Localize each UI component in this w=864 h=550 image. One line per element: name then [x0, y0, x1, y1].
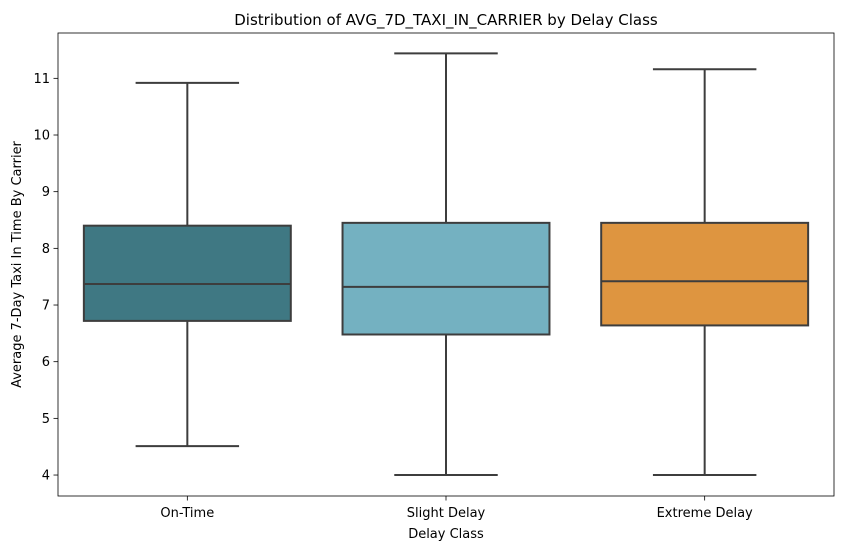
y-tick-label: 7 — [42, 299, 50, 314]
box-iqr — [82, 224, 292, 322]
box-group — [600, 68, 810, 477]
box-iqr — [341, 221, 551, 336]
box-iqr — [600, 221, 810, 327]
y-axis-label: Average 7-Day Taxi In Time By Carrier — [10, 140, 25, 387]
y-tick-label: 8 — [42, 242, 50, 257]
x-axis: On-Time Slight Delay Extreme Delay — [160, 496, 753, 521]
y-tick-label: 4 — [42, 469, 50, 484]
box-group — [82, 81, 292, 448]
y-tick-label: 5 — [42, 412, 50, 427]
y-tick-label: 11 — [33, 72, 50, 87]
x-tick-label: Slight Delay — [407, 506, 486, 521]
x-tick-label: On-Time — [160, 506, 214, 521]
chart-title: Distribution of AVG_7D_TAXI_IN_CARRIER b… — [234, 11, 658, 30]
x-tick-label: Extreme Delay — [657, 506, 753, 521]
y-tick-label: 9 — [42, 185, 50, 200]
y-tick-label: 6 — [42, 355, 50, 370]
box-group — [341, 52, 551, 477]
x-axis-label: Delay Class — [408, 527, 484, 542]
y-axis: 4 5 6 7 8 9 10 11 — [33, 72, 58, 484]
y-tick-label: 10 — [33, 129, 50, 144]
plot-content — [82, 52, 810, 477]
